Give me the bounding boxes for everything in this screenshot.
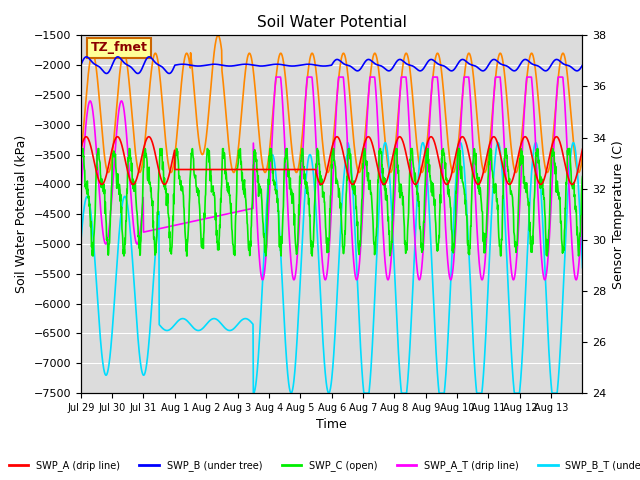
Y-axis label: Soil Water Potential (kPa): Soil Water Potential (kPa) [15,135,28,293]
Legend: SWP_A (drip line), SWP_B (under tree), SWP_C (open), SWP_A_T (drip line), SWP_B_: SWP_A (drip line), SWP_B (under tree), S… [5,456,640,475]
Y-axis label: Sensor Temperature (C): Sensor Temperature (C) [612,140,625,288]
Title: Soil Water Potential: Soil Water Potential [257,15,406,30]
X-axis label: Time: Time [316,419,347,432]
Text: TZ_fmet: TZ_fmet [91,41,148,54]
